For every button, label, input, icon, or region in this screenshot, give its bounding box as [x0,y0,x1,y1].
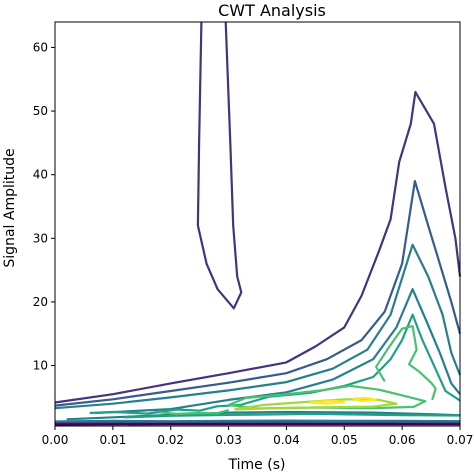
contour-level-5-line-0 [234,398,398,411]
contour-level-4-line-0 [375,325,437,401]
contour-level-2-line-0 [54,243,462,410]
contour-level-7-line-0 [54,419,461,423]
y-tick-label-4: 50 [33,104,48,118]
y-tick-label-2: 30 [33,231,48,245]
x-tick-label-5: 0.05 [331,433,358,447]
y-axis-ticks: 10 20 30 40 50 60 [33,40,55,373]
x-axis-ticks: 0.00 0.01 0.02 0.03 0.04 0.05 0.06 0.07 [42,426,474,447]
x-tick-label-4: 0.04 [273,433,300,447]
x-tick-label-7: 0.07 [447,433,474,447]
y-tick-label-1: 20 [33,295,48,309]
y-tick-label-5: 60 [33,40,48,54]
contour-level-8-line-0 [54,421,461,425]
plot-frame [54,21,461,427]
contour-level-3-line-1 [124,412,461,419]
contour-lines [54,21,462,426]
chart-title: CWT Analysis [218,1,326,20]
y-tick-label-0: 10 [33,359,48,373]
x-tick-label-1: 0.01 [99,433,126,447]
x-tick-label-6: 0.06 [389,433,416,447]
x-axis-label: Time (s) [228,457,286,473]
contour-level-0-line-1 [196,21,243,310]
contour-level-4-line-2 [158,409,229,415]
contour-level-6-line-1 [352,396,378,403]
contour-level-1-line-0 [54,180,462,407]
y-tick-label-3: 40 [33,168,48,182]
x-tick-label-2: 0.02 [157,433,184,447]
contour-level-2-line-1 [95,288,461,415]
contour-level-6-line-0 [309,399,346,405]
y-axis-label: Signal Amplitude [2,148,18,267]
x-tick-label-0: 0.00 [42,433,69,447]
x-tick-label-3: 0.03 [215,433,242,447]
contour-level-0-line-0 [54,90,462,404]
